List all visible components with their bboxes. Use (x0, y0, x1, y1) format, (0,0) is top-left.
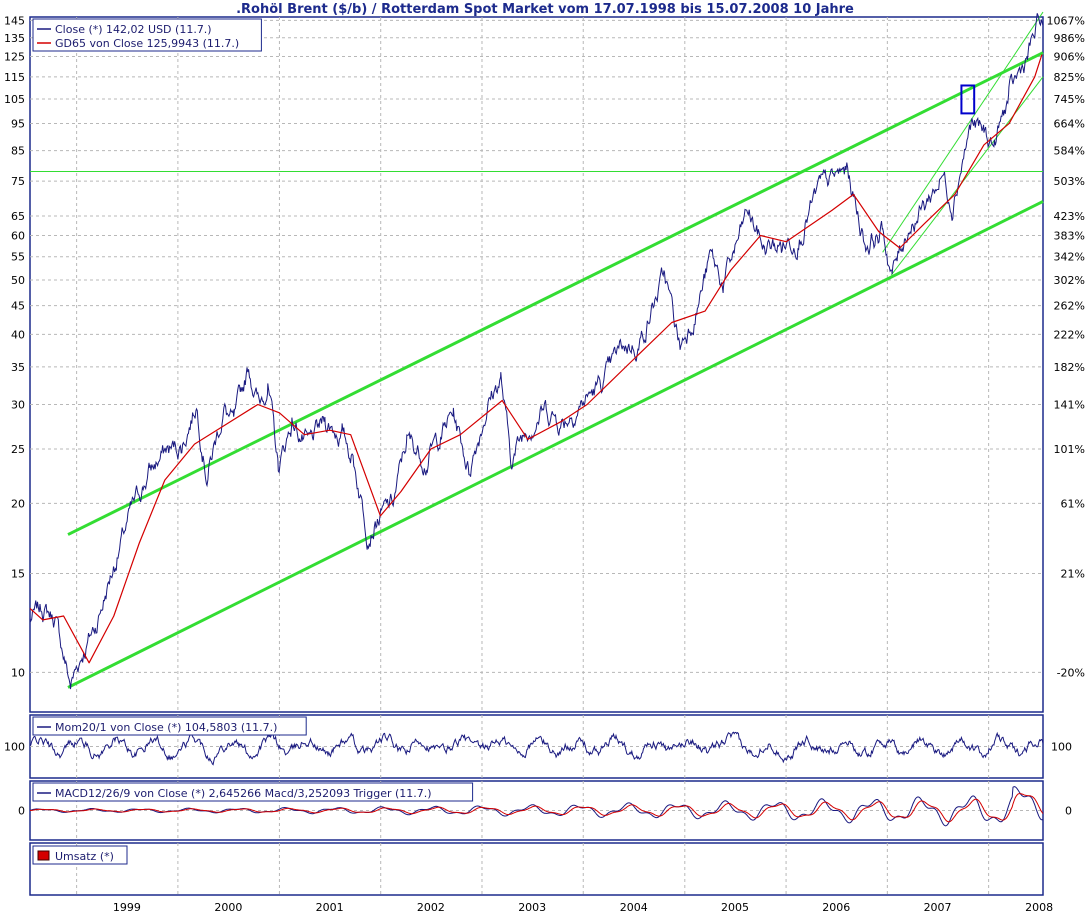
y-tick-label-left: 45 (11, 300, 25, 313)
x-tick-label: 2000 (214, 901, 242, 914)
y-tick-label-left: 50 (11, 274, 25, 287)
legend-label: Mom20/1 von Close (*) 104,5803 (11.7.) (55, 721, 277, 734)
x-tick-label: 2006 (822, 901, 850, 914)
y-tick-label-left: 40 (11, 328, 25, 341)
y-tick-label-right: 141% (1054, 399, 1085, 412)
series-close (29, 13, 1044, 690)
x-tick-label: 2007 (924, 901, 952, 914)
y-tick-label-left: 55 (11, 251, 25, 264)
legend-frame (32, 782, 474, 802)
channel-upper (67, 51, 1044, 536)
y-tick-label-right: 825% (1054, 71, 1085, 84)
y-tick-label-right: 21% (1061, 568, 1085, 581)
series-gd65 (29, 54, 1043, 664)
y-tick-label-left: 100 (4, 741, 25, 754)
y-tick-label-right: 342% (1054, 251, 1085, 264)
x-tick-label: 2005 (721, 901, 749, 914)
x-tick-label: 2001 (316, 901, 344, 914)
y-tick-label-right: 584% (1054, 145, 1085, 158)
y-tick-label-right: 222% (1054, 328, 1085, 341)
x-tick-label: 2003 (518, 901, 546, 914)
y-tick-label-left: 135 (4, 32, 25, 45)
y-tick-label-left: 60 (11, 229, 25, 242)
channel-short-lower (890, 76, 1044, 276)
chart-title: .Rohöl Brent ($/b) / Rotterdam Spot Mark… (236, 2, 854, 17)
y-tick-label-left: 10 (11, 666, 25, 679)
y-tick-label-left: 105 (4, 93, 25, 106)
x-tick-label: 2002 (417, 901, 445, 914)
y-tick-label-left: 85 (11, 145, 25, 158)
y-tick-label-right: 906% (1054, 51, 1085, 64)
y-tick-label-right: 262% (1054, 300, 1085, 313)
y-tick-label-left: 35 (11, 361, 25, 374)
y-tick-label-right: -20% (1057, 666, 1085, 679)
x-tick-label: 2004 (620, 901, 648, 914)
y-tick-label-left: 125 (4, 51, 25, 64)
legend-label: GD65 von Close 125,9943 (11.7.) (55, 37, 239, 50)
y-tick-label-right: 1067% (1047, 14, 1085, 27)
highlight-box (960, 84, 976, 115)
y-tick-label-right: 503% (1054, 175, 1085, 188)
legend-swatch (37, 850, 50, 861)
y-tick-label-right: 101% (1054, 443, 1085, 456)
legend-frame (32, 716, 307, 736)
y-tick-label-left: 0 (18, 805, 25, 818)
legend-momentum: Mom20/1 von Close (*) 104,5803 (11.7.) (32, 716, 307, 736)
price-panel (29, 16, 1044, 713)
y-tick-label-left: 30 (11, 399, 25, 412)
legend-label: Umsatz (*) (55, 850, 114, 863)
y-tick-label-right: 0 (1065, 805, 1072, 818)
series-macd-trigger (30, 792, 1044, 823)
y-tick-label-left: 145 (4, 14, 25, 27)
volume-panel (29, 842, 1044, 896)
legend-label: Close (*) 142,02 USD (11.7.) (55, 23, 212, 36)
y-tick-label-right: 302% (1054, 274, 1085, 287)
y-tick-label-right: 182% (1054, 361, 1085, 374)
series-momentum (29, 730, 1044, 766)
channel-short-upper (882, 11, 1044, 253)
legend-price: Close (*) 142,02 USD (11.7.)GD65 von Clo… (32, 18, 262, 52)
y-tick-label-left: 115 (4, 71, 25, 84)
legend-label: MACD12/26/9 von Close (*) 2,645266 Macd/… (55, 787, 432, 800)
y-tick-label-left: 75 (11, 175, 25, 188)
channel-lower (67, 200, 1044, 689)
legend-frame (32, 845, 128, 865)
legend-frame (32, 18, 262, 52)
legend-macd: MACD12/26/9 von Close (*) 2,645266 Macd/… (32, 782, 474, 802)
y-tick-label-right: 664% (1054, 117, 1085, 130)
y-tick-label-left: 95 (11, 117, 25, 130)
x-tick-label: 1999 (113, 901, 141, 914)
y-tick-label-left: 25 (11, 443, 25, 456)
y-tick-label-right: 100 (1051, 741, 1072, 754)
y-tick-label-left: 65 (11, 210, 25, 223)
y-tick-label-right: 61% (1061, 497, 1085, 510)
y-tick-label-left: 20 (11, 497, 25, 510)
y-tick-label-right: 383% (1054, 229, 1085, 242)
y-tick-label-right: 745% (1054, 93, 1085, 106)
x-tick-label: 2008 (1025, 901, 1053, 914)
legend-volume: Umsatz (*) (32, 845, 128, 865)
y-tick-label-right: 423% (1054, 210, 1085, 223)
y-tick-label-right: 986% (1054, 32, 1085, 45)
y-tick-label-left: 15 (11, 568, 25, 581)
